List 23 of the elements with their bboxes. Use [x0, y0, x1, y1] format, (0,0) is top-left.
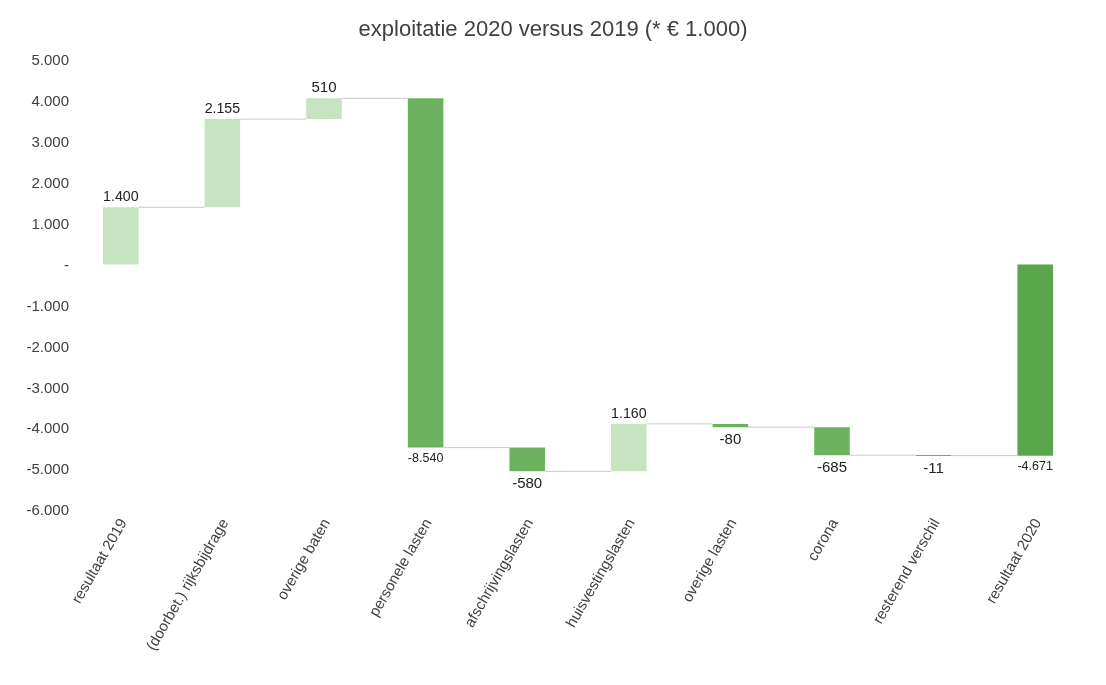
data-label: -8.540: [407, 451, 444, 466]
y-tick-label: -5.000: [26, 460, 69, 478]
data-label: 1.160: [611, 405, 647, 422]
y-tick-label: -4.000: [26, 419, 69, 437]
y-tick-label: -1.000: [26, 296, 69, 314]
y-tick-label: 4.000: [31, 92, 69, 110]
y-tick-label: 2.000: [31, 173, 69, 191]
chart-title: exploitatie 2020 versus 2019 (* € 1.000): [358, 15, 748, 41]
y-tick-label: 3.000: [31, 133, 69, 151]
data-label: -80: [719, 430, 742, 448]
data-label: 1.400: [103, 188, 139, 205]
data-label: 2.155: [204, 100, 241, 117]
data-label: -580: [512, 474, 543, 492]
y-tick-label: -: [64, 255, 69, 273]
data-label: -685: [816, 458, 848, 476]
data-label: -4.671: [1017, 459, 1053, 474]
y-tick-label: -3.000: [26, 378, 69, 396]
data-label: -11: [923, 459, 944, 476]
y-tick-label: -6.000: [26, 501, 69, 519]
y-tick-label: -2.000: [26, 337, 69, 355]
y-tick-label: 5.000: [31, 51, 69, 69]
y-tick-label: 1.000: [31, 214, 69, 232]
data-label: 510: [311, 78, 337, 96]
